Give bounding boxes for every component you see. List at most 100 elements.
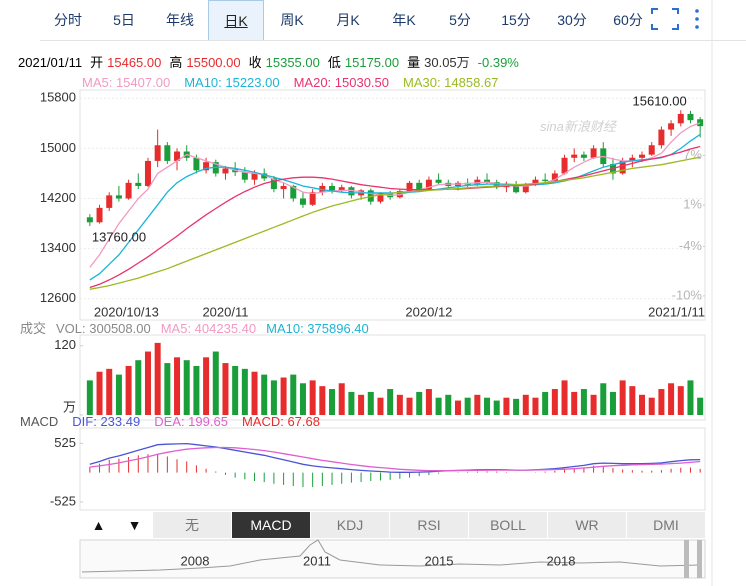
volume-bar [154, 342, 161, 415]
tab[interactable]: 月K [336, 12, 360, 28]
quote-item: 收 15355.00 [249, 55, 320, 71]
quote-value: 15465.00 [107, 55, 162, 70]
volume-bar [522, 394, 529, 415]
quote-label: 高 [169, 55, 183, 70]
candle-body [251, 173, 258, 180]
legend-item: MA30: 14858.67 [403, 75, 499, 90]
candle-body [561, 157, 568, 174]
candle-body [406, 182, 413, 191]
tab[interactable]: 日K [208, 0, 264, 40]
volume-bar [416, 391, 423, 415]
arrow-button[interactable]: ▼ [116, 512, 152, 538]
tab[interactable]: 15分 [501, 12, 531, 28]
candle-body [329, 185, 336, 191]
volume-bar [358, 394, 365, 415]
tab[interactable]: 周K [280, 12, 304, 28]
line-ma30 [89, 156, 701, 290]
y2-tick-label: -10% [672, 287, 703, 302]
candle-body [687, 113, 694, 121]
volume-bar [503, 397, 510, 415]
tab[interactable]: 30分 [557, 12, 587, 28]
candle-body [619, 160, 626, 174]
candle-body [571, 154, 578, 158]
quote-label: 低 [327, 55, 341, 70]
y-tick-label: 万 [63, 399, 76, 414]
volume-bar [396, 394, 403, 415]
timeline-year: 2008 [181, 553, 210, 568]
volume-bar [493, 400, 500, 415]
timeline-year: 2011 [303, 553, 331, 568]
legend-item: DEA: 199.65 [154, 414, 228, 429]
quote-item: 高 15500.00 [169, 55, 240, 71]
volume-bar [232, 365, 239, 415]
timeline-handle[interactable] [684, 540, 689, 578]
macd-legend: MACD DIF: 233.49 DEA: 199.65 MACD: 67.68 [20, 414, 320, 430]
volume-bar [609, 391, 616, 415]
volume-bar [299, 383, 306, 415]
quote-change: -0.39% [477, 55, 519, 70]
timeline [79, 539, 706, 579]
candle-body [338, 187, 345, 191]
candle-body [270, 178, 277, 190]
tab[interactable]: 分时 [54, 12, 82, 28]
volume-bar [222, 363, 229, 415]
watermark: sina新浪财经 [540, 119, 618, 134]
volume-bar [270, 380, 277, 415]
macd-frame [79, 427, 706, 511]
ma-legend: MA5: 15407.00 MA10: 15223.00 MA20: 15030.5… [82, 75, 498, 91]
indicator-button[interactable]: WR [547, 512, 626, 538]
watermark-part: sina [540, 119, 564, 134]
candle-body [203, 162, 210, 171]
volume-bar [600, 383, 607, 415]
volume-bar [96, 371, 103, 415]
volume-bar [164, 363, 171, 415]
indicator-button[interactable]: DMI [626, 512, 705, 538]
indicator-button[interactable]: RSI [389, 512, 468, 538]
high-annotation: 15610.00 [633, 94, 687, 109]
candle-body [484, 179, 491, 183]
volume-bar [261, 374, 268, 415]
legend-item: MACD [20, 414, 59, 429]
candle-body [697, 119, 704, 127]
volume-bar [251, 371, 258, 415]
candle-body [241, 172, 248, 180]
volume-bar [203, 357, 210, 415]
candle-body [193, 157, 200, 171]
volume-bar [367, 391, 374, 415]
indicator-button[interactable]: BOLL [468, 512, 547, 538]
legend-item: MA20: 15030.50 [293, 75, 389, 90]
volume-bar [658, 389, 665, 415]
quote-value: 15175.00 [344, 55, 400, 70]
timeline-handle[interactable] [697, 540, 702, 578]
y-tick-label: 15000 [40, 140, 76, 155]
tab[interactable]: 年K [392, 12, 416, 28]
volume-bar [484, 397, 491, 415]
tab[interactable]: 5分 [449, 12, 471, 28]
legend-item: MACD: 67.68 [241, 414, 320, 429]
indicator-button[interactable]: KDJ [310, 512, 389, 538]
y2-tick-label: 1% [683, 197, 702, 212]
tab[interactable]: 5日 [113, 12, 135, 28]
line-ma20 [89, 145, 701, 289]
volume-bar [619, 380, 626, 415]
volume-bar [648, 397, 655, 415]
volume-bar [571, 391, 578, 415]
candle-body [532, 179, 539, 185]
quote-date: 2021/01/11 [18, 55, 83, 70]
volume-bar [319, 386, 326, 415]
indicator-button[interactable]: 无 [152, 512, 231, 538]
candle-body [222, 168, 229, 174]
volume-bar [86, 380, 93, 415]
candle-body [261, 173, 268, 179]
volume-bar [377, 397, 384, 415]
arrow-button[interactable]: ▲ [80, 512, 116, 538]
y-tick-label: 12600 [40, 290, 76, 305]
indicator-button[interactable]: MACD [231, 512, 310, 538]
candle-body [135, 182, 142, 186]
tab[interactable]: 60分 [613, 12, 643, 28]
volume-bar [629, 386, 636, 415]
x-tick-label: 2020/12 [405, 304, 452, 319]
tab[interactable]: 年线 [166, 12, 194, 28]
y-tick-label: 525 [54, 435, 76, 450]
volume-bar [697, 397, 704, 415]
